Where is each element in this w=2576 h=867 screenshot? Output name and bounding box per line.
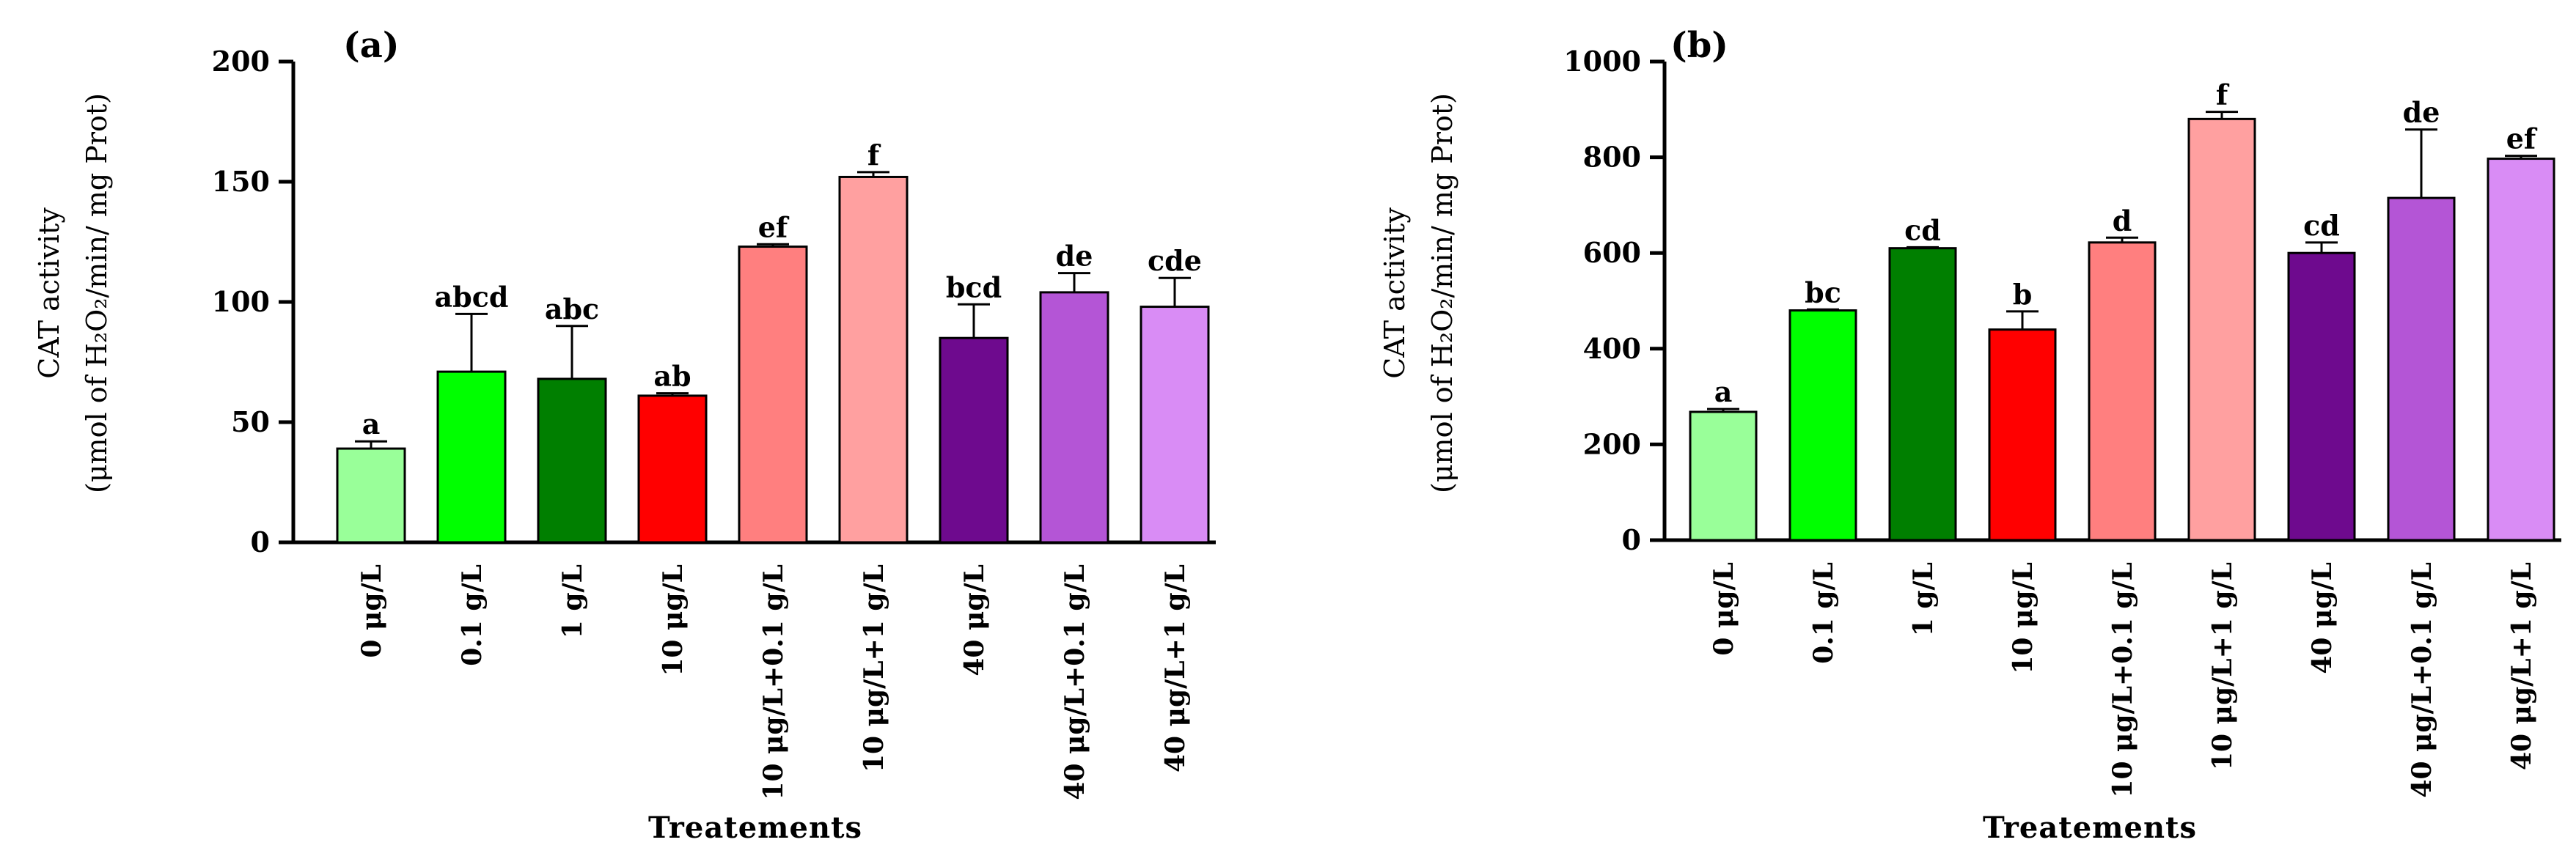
bar <box>2287 251 2356 542</box>
x-axis-title: Treatements <box>648 811 862 845</box>
significance-letter: f <box>867 139 881 171</box>
significance-letter: ab <box>653 360 691 393</box>
y-tick-label: 0 <box>1622 523 1641 556</box>
bar <box>1888 247 1957 542</box>
bar <box>1039 291 1109 544</box>
bar <box>336 447 406 544</box>
x-axis-title: Treatements <box>1983 811 2197 845</box>
significance-letter: cde <box>1148 244 1202 277</box>
x-tick-label: 40 μg/L+1 g/L <box>1160 564 1191 772</box>
significance-letter: abc <box>545 292 599 325</box>
x-tick-label: 10 μg/L+0.1 g/L <box>2107 562 2138 798</box>
bar <box>2387 196 2456 542</box>
bar <box>1140 306 1210 544</box>
x-tick-label: 10 μg/L+1 g/L <box>859 564 889 772</box>
significance-letter: abcd <box>435 280 509 313</box>
bar <box>738 246 808 544</box>
x-tick-label: 0.1 g/L <box>457 564 488 666</box>
significance-letter: a <box>362 407 381 440</box>
x-tick-label: 0 μg/L <box>356 564 387 658</box>
significance-letter: f <box>2216 78 2230 111</box>
bar <box>1689 410 1758 542</box>
panel-a: (a) 0 50 100 150 200 CAT activity (μmol of H₂O₂… <box>33 25 1216 845</box>
x-tick-label: 40 μg/L <box>2307 562 2338 674</box>
x-tick-label: 10 μg/L <box>658 564 689 676</box>
x-tick-label: 40 μg/L+0.1 g/L <box>1060 564 1090 800</box>
y-tick-label: 0 <box>251 525 270 558</box>
x-tick-label: 0.1 g/L <box>1808 562 1839 664</box>
bar <box>2187 117 2256 542</box>
y-tick-label: 50 <box>231 405 270 438</box>
significance-letter: cd <box>1904 213 1941 246</box>
y-tick-label: 800 <box>1583 141 1641 174</box>
x-tick-label: 40 μg/L+1 g/L <box>2506 562 2537 770</box>
bar <box>2487 158 2555 542</box>
panel-label: (b) <box>1670 25 1728 66</box>
bar <box>2088 241 2157 542</box>
y-axis-subtitle: (μmol of H₂O₂/min/ mg Prot) <box>1426 93 1458 493</box>
y-axis-title: CAT activity <box>1379 207 1411 379</box>
significance-letter: de <box>1056 240 1093 273</box>
y-tick-label: 1000 <box>1563 45 1641 78</box>
x-tick-label: 10 μg/L+1 g/L <box>2207 562 2238 770</box>
panel-b: (b) 0 200 400 600 800 1000 CAT activity (μmol of… <box>1379 25 2561 845</box>
significance-letter: d <box>2113 204 2132 237</box>
bar <box>838 175 909 544</box>
x-tick-label: 10 μg/L+0.1 g/L <box>758 564 789 800</box>
significance-letter: ef <box>758 210 790 243</box>
bar <box>637 394 708 544</box>
x-tick-label: 40 μg/L <box>959 564 990 676</box>
significance-letter: de <box>2403 96 2440 129</box>
bar <box>939 336 1009 544</box>
y-tick-label: 150 <box>212 165 270 198</box>
x-tick-label: 0 μg/L <box>1709 562 1739 656</box>
significance-letter: a <box>1714 375 1733 408</box>
bar <box>537 377 607 544</box>
x-tick-label: 10 μg/L <box>2008 562 2039 674</box>
y-tick-label: 400 <box>1583 332 1641 365</box>
significance-letter: bc <box>1805 276 1841 309</box>
x-tick-label: 40 μg/L+0.1 g/L <box>2407 562 2437 798</box>
y-tick-label: 600 <box>1583 236 1641 269</box>
y-axis-subtitle: (μmol of H₂O₂/min/ mg Prot) <box>81 93 113 493</box>
x-tick-label: 1 g/L <box>1908 562 1939 636</box>
y-tick-label: 200 <box>212 45 270 78</box>
bar <box>1788 309 1857 542</box>
y-tick-label: 100 <box>212 285 270 318</box>
significance-letter: bcd <box>946 270 1002 303</box>
bar <box>1988 328 2057 542</box>
panel-label: (a) <box>343 25 400 66</box>
y-axis-title: CAT activity <box>33 207 65 379</box>
bar <box>436 370 507 544</box>
significance-letter: cd <box>2303 209 2340 242</box>
x-tick-label: 1 g/L <box>557 564 588 638</box>
y-tick-label: 200 <box>1583 427 1641 460</box>
significance-letter: b <box>2013 278 2033 311</box>
significance-letter: ef <box>2506 122 2538 155</box>
